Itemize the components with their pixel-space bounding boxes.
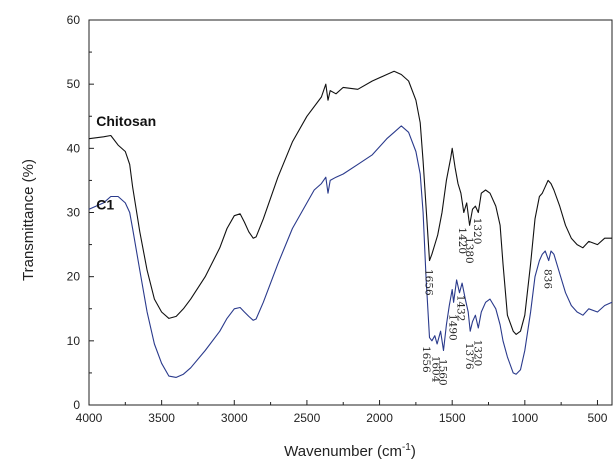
x-tick-label: 3500 [148,411,175,425]
x-tick-label: 2500 [294,411,321,425]
x-tick-label: 3000 [221,411,248,425]
series-line-c1 [89,126,612,378]
peak-label: 836 [541,269,553,289]
series-line-chitosan [89,71,612,334]
y-tick-label: 60 [67,13,81,27]
series-label-c1: C1 [96,196,114,212]
y-tick-label: 40 [67,141,81,155]
plot-frame [89,20,612,405]
peak-label: 1320 [472,340,484,367]
y-tick-label: 10 [67,334,81,348]
y-axis-title: Transmittance (%) [20,159,37,281]
x-axis-title-main: Wavenumber (cm [284,443,402,460]
x-tick-label: 2000 [366,411,393,425]
x-tick-label: 1000 [511,411,538,425]
peak-label: 1432 [455,295,467,322]
peak-label: 1656 [423,269,435,296]
y-tick-label: 0 [73,398,80,412]
axes: 4000 3500 3000 2500 2000 1500 1000 500 0 10 20 30 40… [67,13,612,425]
y-tick-label: 50 [67,77,81,91]
x-axis-title: Wavenumber (cm-1) [284,442,416,460]
x-tick-label: 4000 [76,411,103,425]
series-layer [89,71,612,377]
series-label-chitosan: Chitosan [96,113,156,129]
x-tick-label: 1500 [439,411,466,425]
y-tick-label: 20 [67,270,81,284]
peak-label: 1320 [471,218,483,245]
y-tick-label: 30 [67,206,81,220]
annotation-layer: ChitosanC1165614201380132083616561604156… [96,113,553,386]
x-tick-label: 500 [587,411,607,425]
peak-label: 1560 [437,359,449,386]
x-axis-title-suffix: ) [411,443,416,460]
